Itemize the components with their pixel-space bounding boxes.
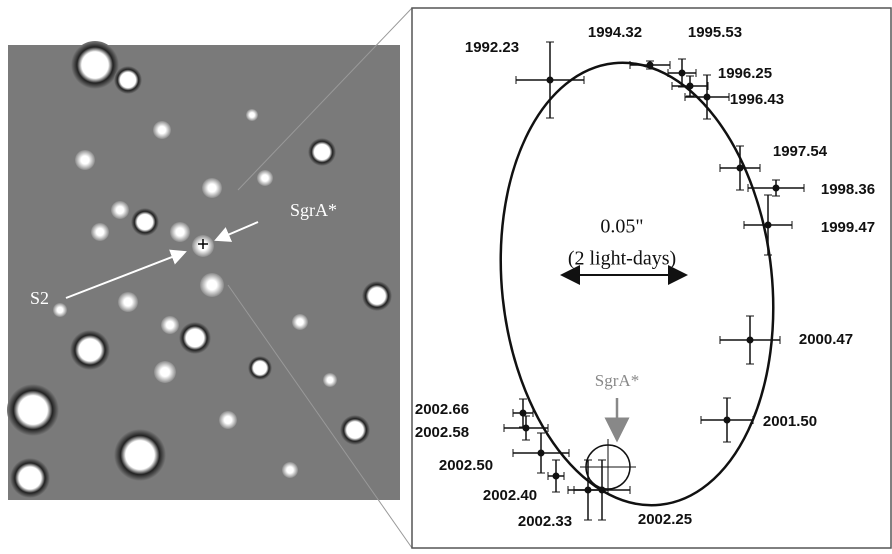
orbit-point (523, 425, 530, 432)
epoch-label: 1997.54 (773, 143, 828, 160)
orbit-point (747, 337, 754, 344)
orbit-point (687, 83, 694, 90)
orbit-point (647, 62, 654, 69)
epoch-label: 2002.40 (483, 487, 537, 504)
figure: SgrA* S2 SgrA* 0.05" (2 light-days) 1992… (0, 0, 892, 549)
orbit-point (599, 487, 606, 494)
orbit-point (737, 165, 744, 172)
sgra-label: SgrA* (290, 200, 337, 220)
orbit-point (538, 450, 545, 457)
epoch-label: 2002.66 (415, 401, 469, 418)
orbit-point (553, 473, 560, 480)
epoch-label: 1998.36 (821, 181, 875, 198)
epoch-label: 2002.50 (439, 457, 493, 474)
epoch-label: 1992.23 (465, 39, 519, 56)
orbit-point (520, 410, 527, 417)
orbit-point (547, 77, 554, 84)
orbit-point (724, 417, 731, 424)
s2-label: S2 (30, 288, 49, 308)
orbit-point (704, 94, 711, 101)
orbit-point (773, 185, 780, 192)
epoch-label: 1995.53 (688, 24, 742, 41)
orbit-point (679, 70, 686, 77)
epoch-label: 2002.58 (415, 424, 469, 441)
scale-size: 0.05" (600, 216, 643, 238)
epoch-label: 1999.47 (821, 219, 875, 236)
epoch-label: 2002.33 (518, 513, 572, 530)
star-field (7, 41, 400, 500)
epoch-label: 2001.50 (763, 413, 817, 430)
epoch-label: 1996.43 (730, 91, 784, 108)
epoch-label: 2000.47 (799, 331, 853, 348)
orbit-point (765, 222, 772, 229)
epoch-label: 2002.25 (638, 511, 692, 528)
epoch-label: 1996.25 (718, 65, 772, 82)
sgra-orbit-label: SgrA* (595, 371, 639, 390)
epoch-label: 1994.32 (588, 24, 642, 41)
scale-distance: (2 light-days) (568, 248, 676, 270)
